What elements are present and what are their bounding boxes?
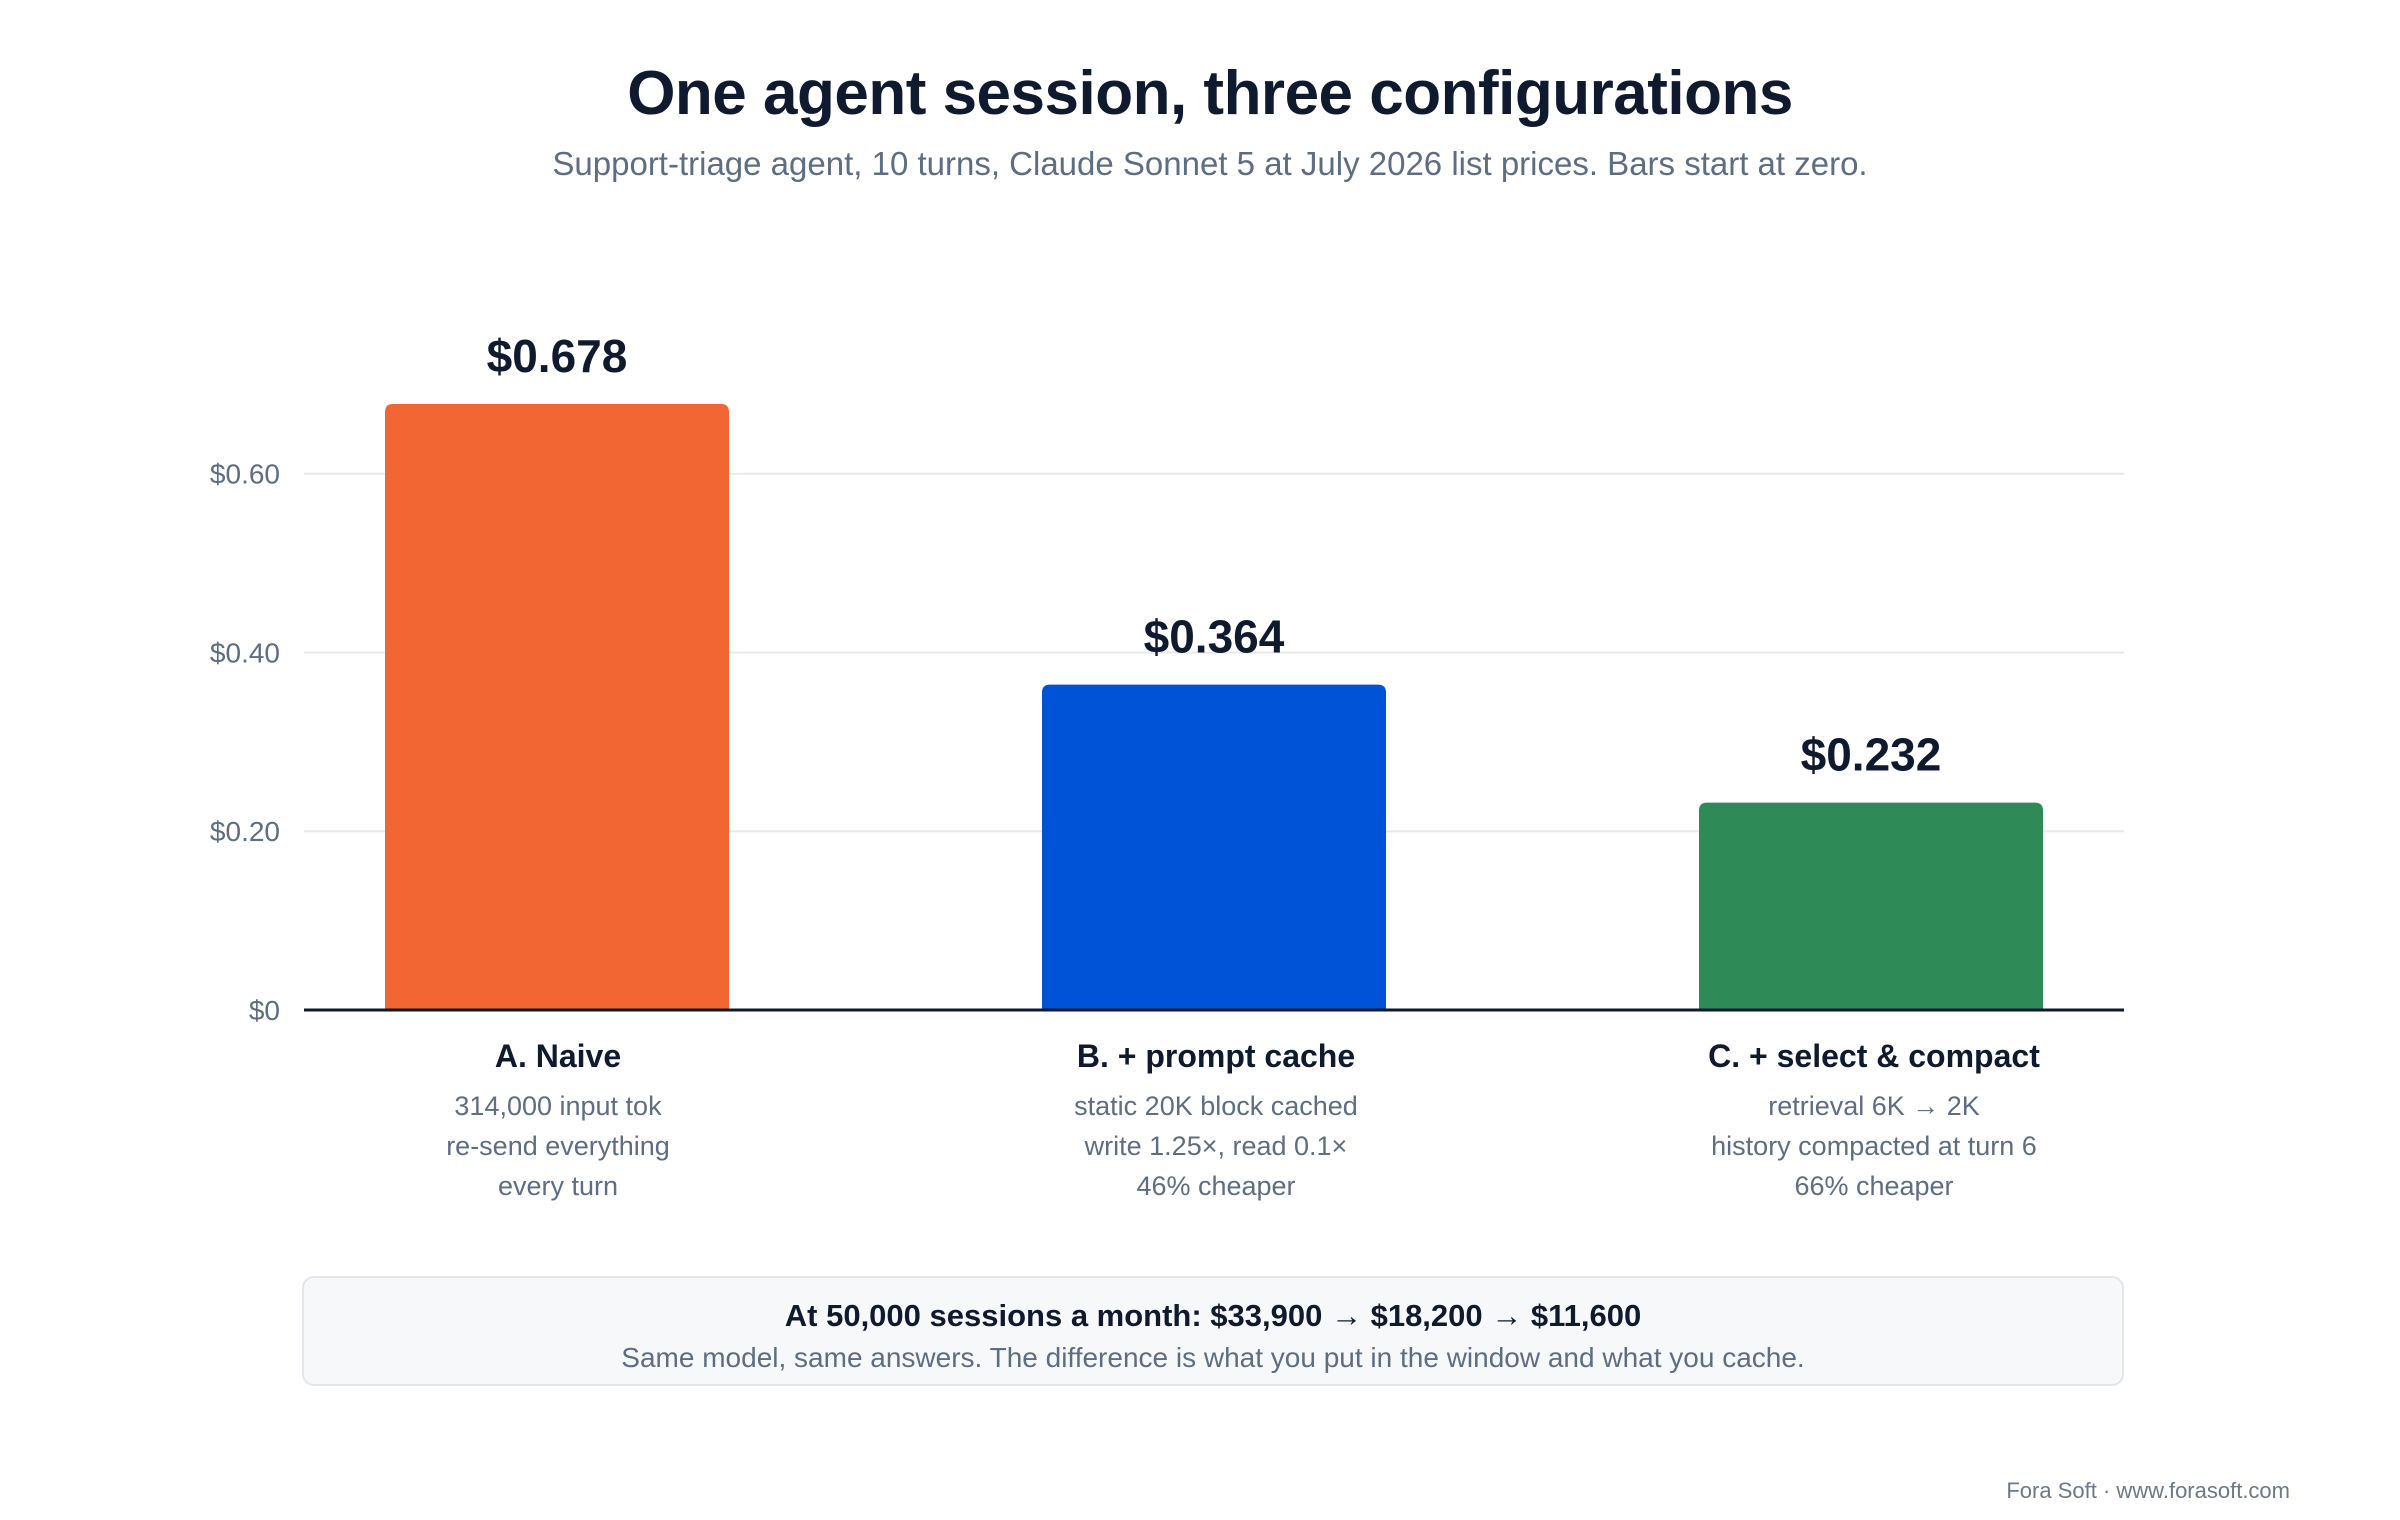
bar xyxy=(1699,802,2043,1010)
category-note: every turn xyxy=(497,1171,619,1201)
footer-credit: Fora Soft · www.forasoft.com xyxy=(2006,1478,2290,1503)
y-tick-label: $0.60 xyxy=(210,459,280,490)
bar-value-label: $0.364 xyxy=(1144,611,1285,663)
callout-subline: Same model, same answers. The difference… xyxy=(621,1342,1805,1373)
category-block-c: C. + select & compact retrieval 6K → 2K … xyxy=(1594,1036,2154,1206)
bar-value-label: $0.232 xyxy=(1801,729,1942,781)
y-tick-label: $0.40 xyxy=(210,637,280,668)
monthly-cost-callout: At 50,000 sessions a month: $33,900 → $1… xyxy=(302,1276,2124,1386)
y-tick-label: $0 xyxy=(249,995,280,1026)
category-note: history compacted at turn 6 xyxy=(1711,1131,2037,1161)
callout-headline: At 50,000 sessions a month: $33,900 → $1… xyxy=(784,1298,1642,1333)
category-note: 66% cheaper xyxy=(1794,1171,1954,1201)
chart-subtitle: Support-triage agent, 10 turns, Claude S… xyxy=(552,145,1868,182)
category-note: write 1.25×, read 0.1× xyxy=(1084,1131,1348,1161)
category-block-b: B. + prompt cache static 20K block cache… xyxy=(936,1036,1496,1206)
bar xyxy=(385,404,729,1010)
category-label: C. + select & compact xyxy=(1708,1038,2040,1074)
y-tick-label: $0.20 xyxy=(210,816,280,847)
category-note: 314,000 input tok xyxy=(454,1091,662,1121)
bar xyxy=(1042,684,1386,1010)
category-note: retrieval 6K → 2K xyxy=(1768,1091,1980,1121)
category-note: static 20K block cached xyxy=(1074,1091,1358,1121)
category-label: A. Naive xyxy=(494,1038,622,1074)
category-note: 46% cheaper xyxy=(1136,1171,1296,1201)
bar-value-label: $0.678 xyxy=(487,330,628,382)
category-block-a: A. Naive 314,000 input tok re-send every… xyxy=(278,1036,838,1206)
category-label: B. + prompt cache xyxy=(1076,1038,1356,1074)
chart-title: One agent session, three configurations xyxy=(627,59,1793,128)
category-note: re-send everything xyxy=(446,1131,670,1161)
